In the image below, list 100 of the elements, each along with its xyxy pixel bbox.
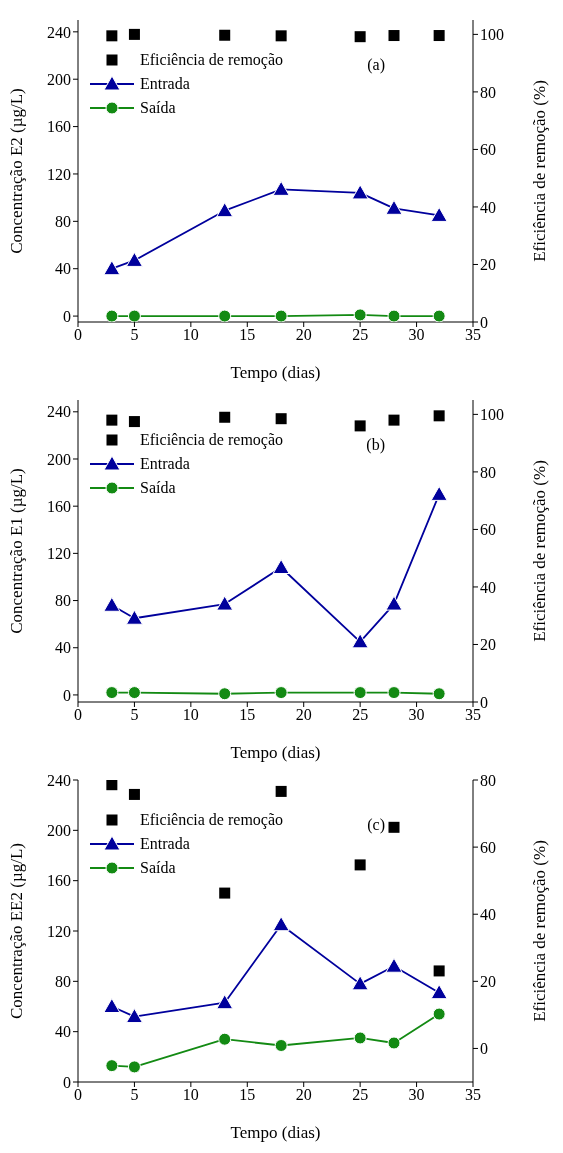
y-axis-title: Concentração E1 (µg/L) bbox=[7, 468, 27, 634]
x-tick-label: 5 bbox=[130, 326, 139, 344]
point bbox=[128, 416, 140, 428]
annotation: (b) bbox=[366, 436, 385, 454]
point bbox=[219, 411, 231, 423]
point bbox=[432, 309, 446, 322]
y-tick-label: 120 bbox=[47, 165, 71, 183]
x-tick-label: 25 bbox=[352, 326, 369, 344]
y2-axis-title: Eficiência de remoção (%) bbox=[530, 80, 550, 262]
point bbox=[385, 957, 403, 973]
y2-tick-label: 40 bbox=[480, 905, 496, 923]
y-tick-label: 240 bbox=[47, 23, 71, 41]
y-tick-label: 80 bbox=[55, 213, 71, 231]
y-tick-label: 240 bbox=[47, 771, 71, 789]
y-tick-label: 160 bbox=[47, 118, 71, 136]
point bbox=[275, 413, 287, 425]
point bbox=[388, 414, 400, 426]
point bbox=[218, 309, 232, 322]
point bbox=[219, 887, 231, 899]
point bbox=[127, 1060, 141, 1074]
y2-tick-label: 20 bbox=[480, 636, 496, 654]
legend-label: Entrada bbox=[140, 455, 190, 473]
legend-label: Eficiência de remoção bbox=[140, 51, 284, 69]
point bbox=[388, 821, 400, 833]
y-tick-label: 200 bbox=[47, 70, 71, 88]
x-tick-label: 30 bbox=[408, 326, 425, 344]
y2-tick-label: 20 bbox=[480, 973, 496, 991]
x-tick-label: 25 bbox=[352, 706, 369, 724]
y2-tick-label: 40 bbox=[480, 198, 496, 216]
y2-tick-label: 0 bbox=[480, 1040, 488, 1058]
y2-tick-label: 100 bbox=[480, 406, 504, 424]
y2-tick-label: 0 bbox=[480, 313, 488, 331]
y-tick-label: 120 bbox=[47, 545, 71, 563]
point bbox=[353, 1031, 367, 1045]
point bbox=[216, 994, 234, 1010]
point bbox=[127, 686, 141, 700]
x-tick-label: 10 bbox=[182, 1086, 199, 1104]
x-tick-label: 10 bbox=[182, 326, 199, 344]
x-tick-label: 20 bbox=[295, 706, 312, 724]
legend-label: Eficiência de remoção bbox=[140, 811, 284, 829]
point bbox=[127, 309, 141, 322]
y-tick-label: 0 bbox=[63, 1073, 71, 1091]
x-tick-label: 0 bbox=[74, 326, 82, 344]
x-tick-label: 10 bbox=[182, 706, 199, 724]
point bbox=[385, 595, 403, 611]
point bbox=[351, 975, 369, 991]
point bbox=[351, 633, 369, 649]
x-tick-label: 25 bbox=[352, 1086, 369, 1104]
point bbox=[125, 609, 143, 625]
point bbox=[430, 206, 448, 222]
legend-label: Saída bbox=[140, 859, 176, 877]
point bbox=[387, 1036, 401, 1050]
point bbox=[105, 309, 119, 322]
point bbox=[216, 595, 234, 611]
y2-tick-label: 40 bbox=[480, 578, 496, 596]
point bbox=[218, 687, 232, 701]
x-tick-label: 20 bbox=[295, 326, 312, 344]
point bbox=[432, 687, 446, 701]
x-tick-label: 35 bbox=[465, 706, 481, 724]
point bbox=[272, 559, 290, 575]
y-axis-title: Concentração E2 (µg/L) bbox=[7, 88, 27, 254]
y-tick-label: 160 bbox=[47, 497, 71, 515]
point bbox=[103, 596, 121, 612]
point bbox=[433, 965, 445, 977]
point bbox=[105, 686, 119, 700]
x-tick-label: 20 bbox=[295, 1086, 312, 1104]
point bbox=[353, 686, 367, 700]
x-tick-label: 15 bbox=[239, 706, 256, 724]
point bbox=[103, 998, 121, 1013]
x-tick-label: 30 bbox=[408, 1086, 425, 1104]
y2-tick-label: 60 bbox=[480, 141, 496, 159]
point bbox=[125, 251, 143, 267]
point bbox=[272, 180, 290, 196]
point bbox=[274, 1039, 288, 1053]
point bbox=[354, 420, 366, 432]
point bbox=[274, 309, 288, 322]
y2-tick-label: 0 bbox=[480, 693, 488, 711]
point bbox=[105, 1059, 119, 1073]
y2-tick-label: 60 bbox=[480, 521, 496, 539]
y-tick-label: 40 bbox=[55, 260, 71, 278]
y-tick-label: 80 bbox=[55, 973, 71, 991]
legend-label: Entrada bbox=[140, 75, 190, 93]
point bbox=[430, 485, 448, 501]
legend-label: Eficiência de remoção bbox=[140, 431, 284, 449]
legend-label: Saída bbox=[140, 479, 176, 497]
legend-label: Entrada bbox=[140, 835, 190, 853]
point bbox=[353, 308, 367, 322]
y-tick-label: 0 bbox=[63, 307, 71, 325]
x-tick-label: 5 bbox=[130, 1086, 139, 1104]
point bbox=[103, 260, 121, 276]
y-tick-label: 120 bbox=[47, 922, 71, 940]
point bbox=[385, 199, 403, 215]
point bbox=[351, 184, 369, 200]
y2-tick-label: 20 bbox=[480, 256, 496, 274]
y-tick-label: 240 bbox=[47, 403, 71, 421]
x-tick-label: 35 bbox=[465, 326, 481, 344]
x-axis-title: Tempo (dias) bbox=[230, 363, 321, 382]
x-tick-label: 5 bbox=[130, 706, 139, 724]
annotation: (c) bbox=[367, 816, 385, 834]
legend-label: Saída bbox=[140, 99, 176, 117]
